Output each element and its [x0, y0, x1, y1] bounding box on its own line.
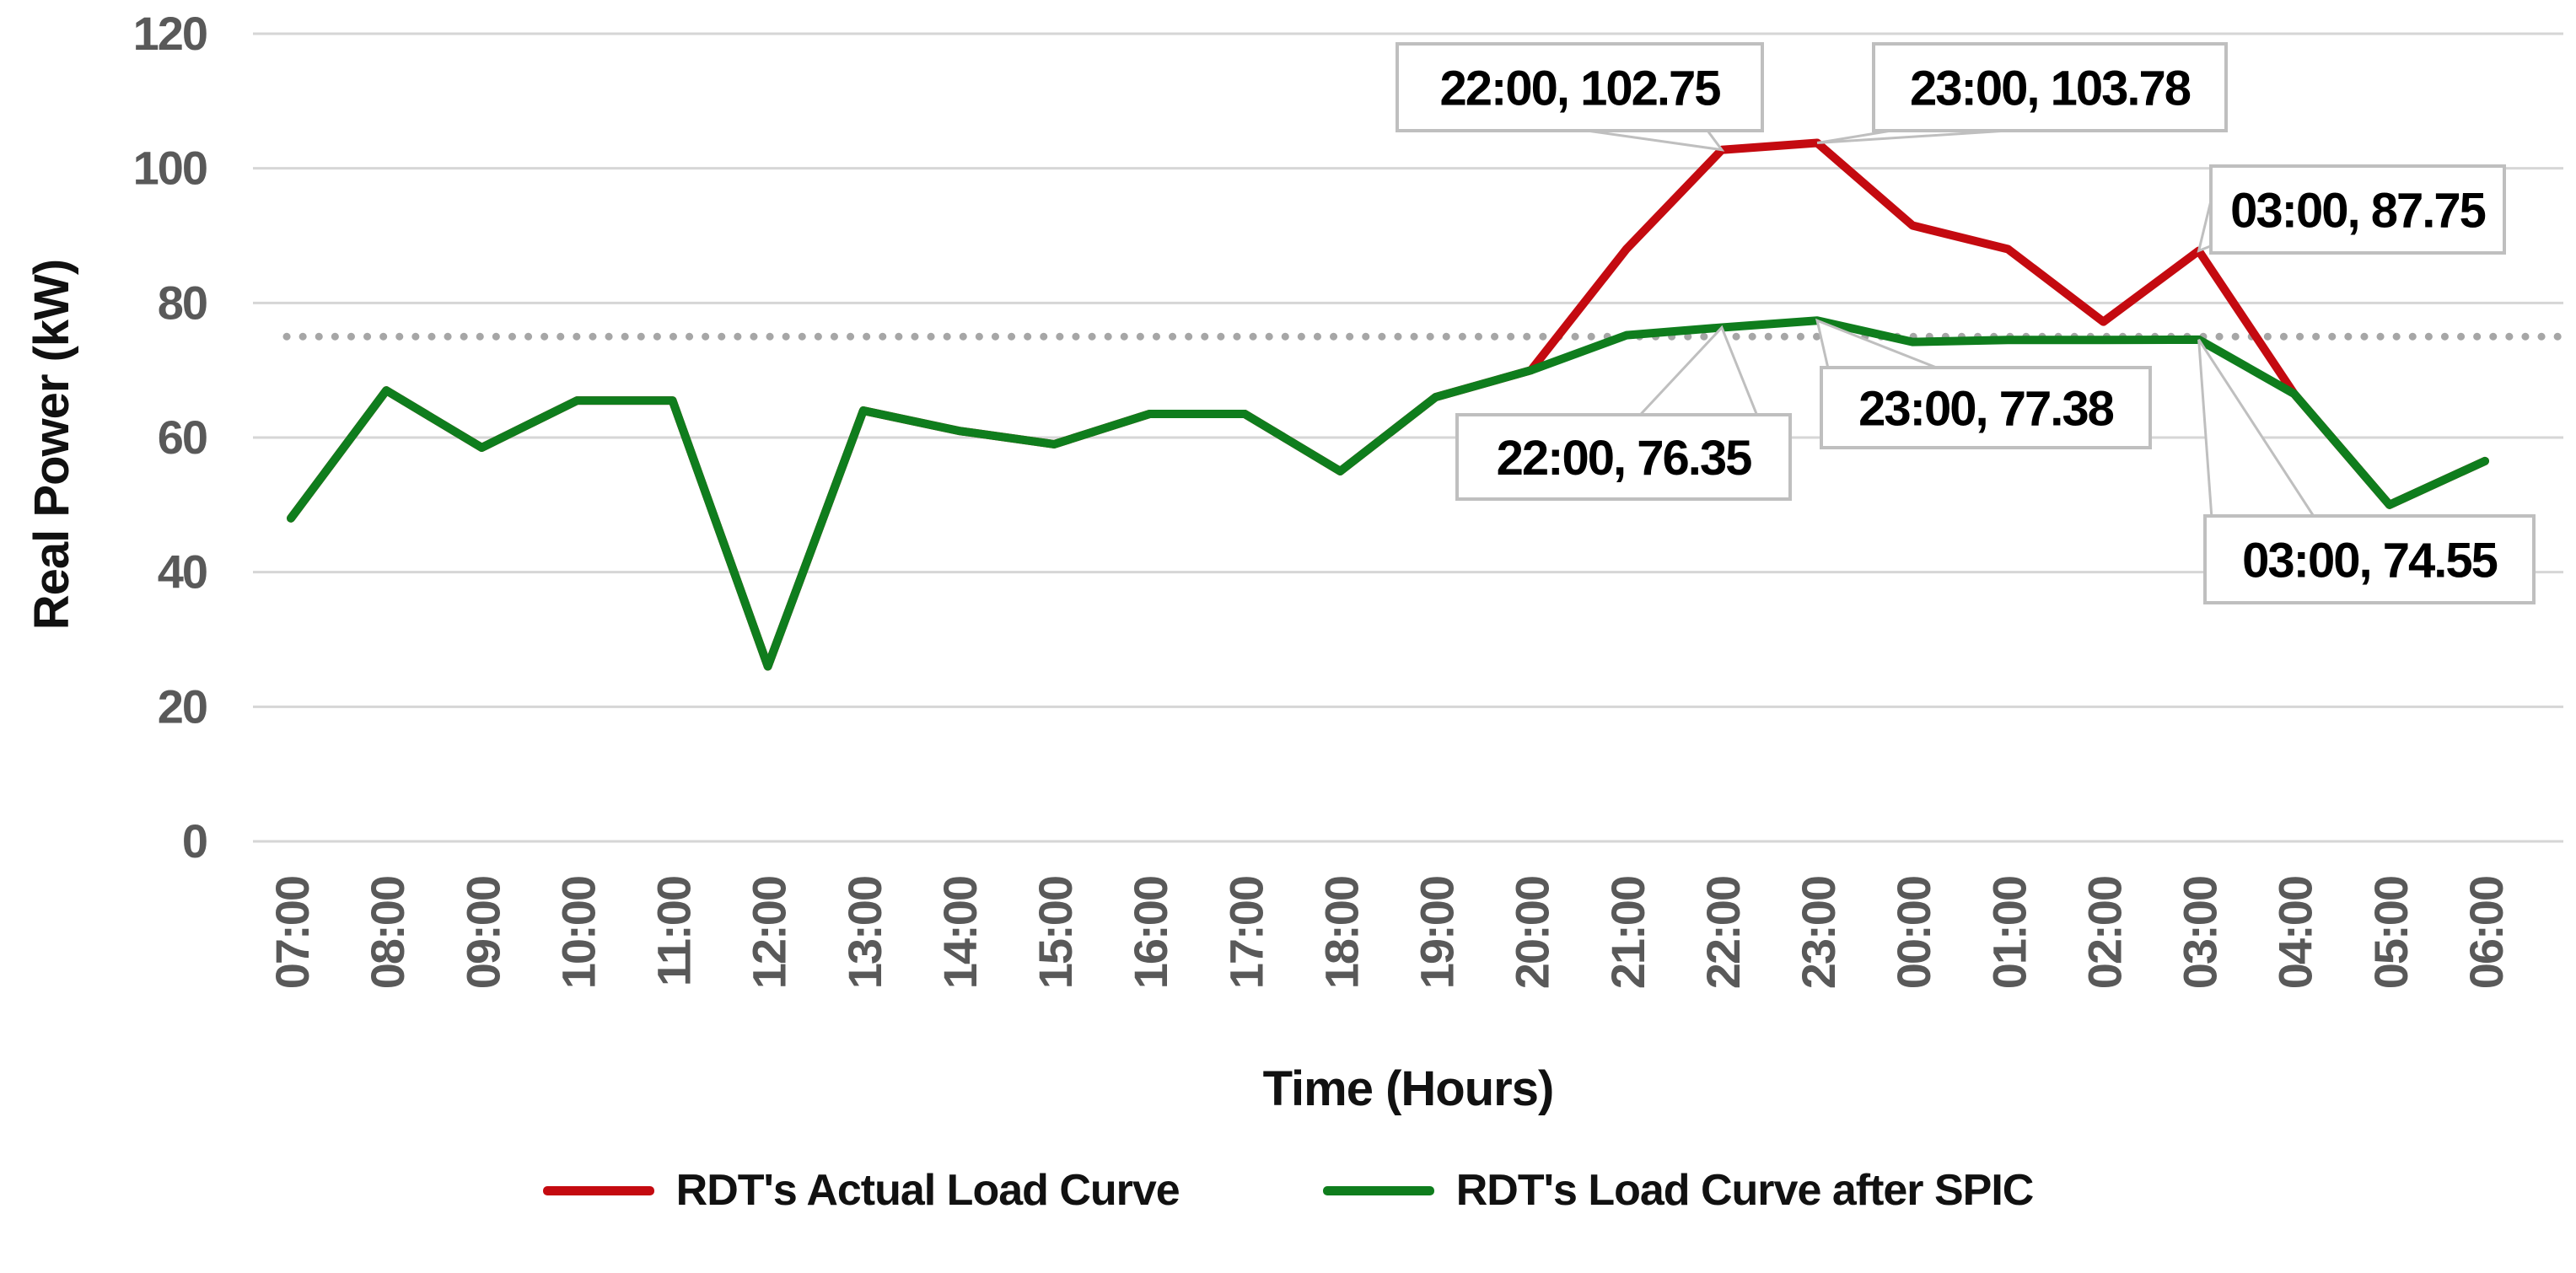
legend-item-spic: RDT's Load Curve after SPIC	[1322, 1165, 2035, 1216]
callout-leader	[2197, 200, 2213, 253]
x-tick-label: 11:00	[648, 877, 701, 986]
callout-box	[1872, 42, 2228, 132]
callout-leader	[1586, 129, 1725, 152]
x-tick-label: 06:00	[2460, 877, 2513, 989]
legend-swatch-spic-icon	[1322, 1185, 1434, 1195]
callout: 03:00, 74.55	[2197, 339, 2536, 604]
legend-item-actual: RDT's Actual Load Curve	[542, 1165, 1180, 1216]
y-tick-label: 80	[158, 276, 207, 329]
x-tick-label: 10:00	[551, 877, 605, 989]
x-axis-title: Time (Hours)	[1262, 1061, 1555, 1116]
y-axis-title: Real Power (kW)	[24, 259, 79, 631]
callout-box	[1455, 413, 1792, 501]
x-tick-label: 12:00	[743, 877, 796, 989]
x-tick-label: 07:00	[266, 877, 319, 989]
callout-leader	[1816, 129, 2008, 144]
callout-label: 23:00, 77.38	[1858, 382, 2113, 437]
x-tick-label: 21:00	[1601, 877, 1654, 989]
callout-label: 22:00, 76.35	[1497, 431, 1751, 486]
callout: 23:00, 103.78	[1816, 42, 2228, 144]
callout: 22:00, 102.75	[1396, 42, 1764, 152]
callout-label: 22:00, 102.75	[1440, 62, 1721, 116]
x-tick-label: 13:00	[838, 877, 891, 989]
x-tick-label: 15:00	[1029, 877, 1082, 989]
callout: 03:00, 87.75	[2197, 164, 2506, 255]
callout-box	[1820, 366, 2152, 449]
series-line-spic	[287, 316, 2489, 671]
chart-legend: RDT's Actual Load Curve RDT's Load Curve…	[0, 1165, 2576, 1216]
x-tick-label: 20:00	[1506, 877, 1559, 989]
x-tick-label: 03:00	[2174, 877, 2227, 989]
callout: 23:00, 77.38	[1815, 318, 2152, 449]
callout-label: 03:00, 87.75	[2230, 184, 2485, 239]
x-tick-label: 16:00	[1124, 877, 1177, 989]
callout-box	[1396, 42, 1764, 132]
callout-leader	[2197, 339, 2316, 518]
callout-box	[2203, 514, 2536, 604]
x-tick-label: 19:00	[1411, 877, 1464, 989]
y-tick-label: 120	[133, 7, 207, 60]
x-tick-label: 09:00	[456, 877, 509, 989]
x-tick-label: 17:00	[1219, 877, 1272, 989]
x-tick-label: 14:00	[933, 877, 987, 989]
y-tick-label: 40	[158, 545, 207, 599]
x-tick-label: 04:00	[2269, 877, 2322, 989]
callout: 22:00, 76.35	[1455, 325, 1792, 501]
x-tick-label: 22:00	[1697, 877, 1750, 989]
legend-swatch-actual-icon	[542, 1185, 654, 1195]
callout-leader	[1637, 325, 1759, 416]
x-tick-label: 05:00	[2364, 877, 2417, 989]
x-tick-label: 01:00	[1982, 877, 2036, 989]
x-tick-label: 23:00	[1792, 877, 1845, 989]
x-tick-label: 18:00	[1315, 877, 1368, 989]
y-tick-label: 100	[133, 142, 207, 195]
callout-label: 23:00, 103.78	[1910, 62, 2191, 116]
x-tick-label: 00:00	[1887, 877, 1940, 989]
callout-label: 03:00, 74.55	[2242, 534, 2497, 588]
legend-label-spic: RDT's Load Curve after SPIC	[1455, 1166, 2035, 1215]
callout-box	[2209, 164, 2506, 255]
x-tick-label: 02:00	[2078, 877, 2131, 989]
legend-label-actual: RDT's Actual Load Curve	[675, 1166, 1180, 1215]
y-tick-label: 60	[158, 411, 207, 464]
y-tick-label: 0	[182, 814, 207, 867]
x-tick-label: 08:00	[361, 877, 414, 989]
y-tick-label: 20	[158, 679, 207, 733]
